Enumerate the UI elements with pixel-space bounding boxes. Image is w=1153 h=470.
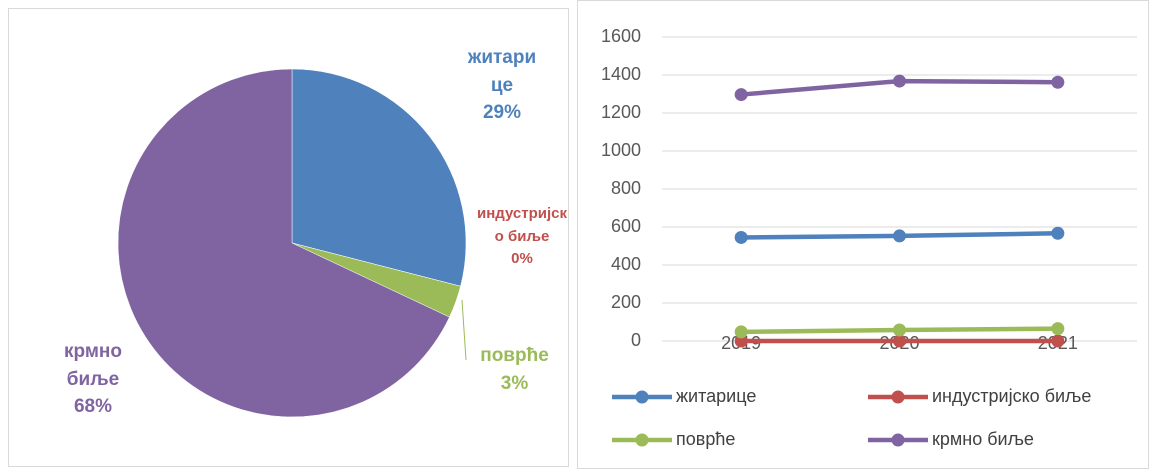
series-point xyxy=(1051,322,1065,336)
y-tick-label: 0 xyxy=(631,330,641,350)
pie-label: поврће 3% xyxy=(467,342,562,397)
y-tick-label: 200 xyxy=(611,292,641,312)
legend-label: житарице xyxy=(676,386,756,406)
pie-label: крмно биље 68% xyxy=(50,338,136,421)
series-point xyxy=(734,230,748,244)
series-point xyxy=(734,88,748,102)
pie-label-name: крмно биље xyxy=(63,341,122,390)
legend-swatch-dot xyxy=(891,433,905,447)
leader-line xyxy=(461,299,467,361)
legend-label: поврће xyxy=(676,429,735,449)
series-point xyxy=(893,334,906,348)
pie-label-value: 0% xyxy=(511,250,533,267)
y-tick-label: 1600 xyxy=(601,26,641,46)
pie-label-name: житарице xyxy=(467,47,537,96)
series-point xyxy=(893,74,906,88)
legend-swatch-dot xyxy=(635,390,649,404)
legend-swatch-dot xyxy=(891,390,905,404)
series-point xyxy=(1051,334,1065,348)
y-tick-label: 1200 xyxy=(601,102,641,122)
pie-label: индустријско биље 0% xyxy=(476,203,568,271)
pie-label: житарице 29% xyxy=(466,44,538,127)
series-point xyxy=(893,229,906,243)
legend-label: крмно биље xyxy=(932,429,1034,449)
line-frame xyxy=(577,0,1149,469)
pie-label-name: индустријско биље xyxy=(476,205,568,245)
pie-frame xyxy=(8,8,569,467)
y-tick-label: 1400 xyxy=(601,64,641,84)
pie-slice xyxy=(117,68,450,418)
y-tick-label: 400 xyxy=(611,254,641,274)
legend-swatch-dot xyxy=(635,433,649,447)
pie-label-value: 3% xyxy=(500,372,529,394)
pie-slice xyxy=(291,68,467,287)
pie-label-value: 29% xyxy=(482,102,522,124)
series-point xyxy=(1051,75,1065,89)
series-point xyxy=(1051,226,1065,240)
series-point xyxy=(734,325,748,339)
series-point xyxy=(893,323,906,337)
pie-label-name: поврће xyxy=(480,345,549,366)
y-tick-label: 800 xyxy=(611,178,641,198)
series-point xyxy=(734,334,748,348)
y-tick-label: 1000 xyxy=(601,140,641,160)
legend-label: индустријско биље xyxy=(932,386,1091,406)
pie-label-value: 68% xyxy=(73,396,113,418)
y-tick-label: 600 xyxy=(611,216,641,236)
